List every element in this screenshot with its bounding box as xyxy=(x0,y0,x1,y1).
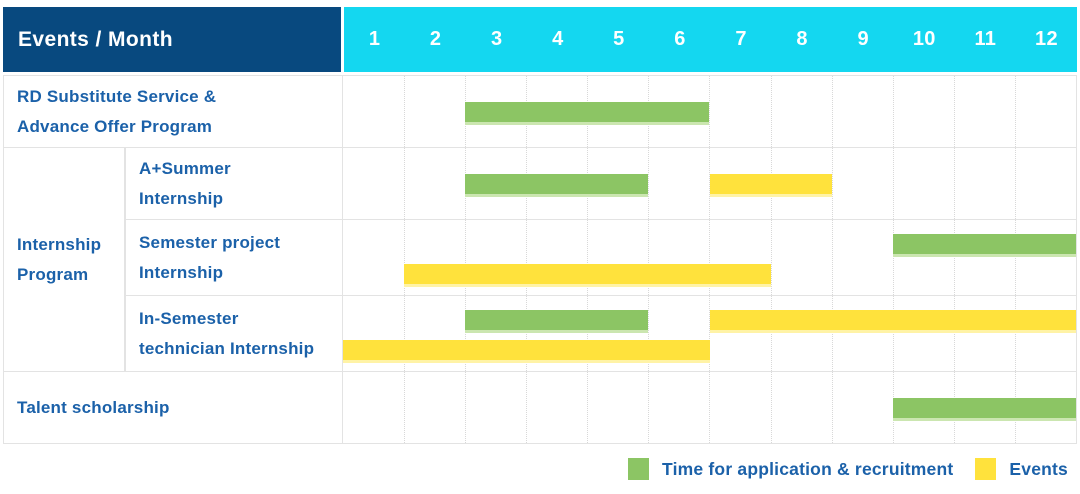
legend: Time for application & recruitment Events xyxy=(628,458,1068,480)
header-divider xyxy=(341,7,344,72)
month-header-cell: 11 xyxy=(974,28,997,50)
sub-row-label-line: A+Summer xyxy=(139,158,231,178)
month-gridline xyxy=(831,372,893,443)
chart-cell xyxy=(342,148,1076,220)
recruitment-bar xyxy=(892,233,1076,257)
month-gridline xyxy=(770,220,832,295)
month-gridline xyxy=(953,220,1015,295)
month-gridline xyxy=(953,76,1015,147)
month-gridline xyxy=(343,148,404,219)
month-gridline xyxy=(770,76,832,147)
month-gridline xyxy=(770,296,832,371)
month-header-cell: 12 xyxy=(1035,28,1058,50)
recruitment-bar xyxy=(892,397,1076,421)
month-gridline xyxy=(831,220,893,295)
month-gridline xyxy=(831,76,893,147)
sub-row-label-line: Internship xyxy=(139,262,224,282)
month-gridline xyxy=(1014,296,1076,371)
month-header-cell: 2 xyxy=(429,28,442,50)
legend-label: Time for application & recruitment xyxy=(662,458,954,479)
month-gridline xyxy=(892,148,954,219)
month-header-cell: 3 xyxy=(490,28,503,50)
event-bar xyxy=(709,173,832,197)
event-legend-swatch xyxy=(975,458,997,480)
month-gridline xyxy=(465,372,526,443)
month-gridline xyxy=(1014,148,1076,219)
month-gridline xyxy=(709,296,770,371)
month-gridline xyxy=(892,76,954,147)
gantt-body: RD Substitute Service & Advance Offer Pro… xyxy=(3,75,1077,444)
month-gridline xyxy=(648,372,709,443)
sub-row-label: In-Semester technician Internship xyxy=(125,296,342,372)
recruitment-bar xyxy=(465,101,710,125)
month-gridline xyxy=(404,148,465,219)
recruitment-bar xyxy=(465,309,649,333)
event-bar xyxy=(404,263,771,287)
month-gridline xyxy=(709,76,770,147)
row-label: RD Substitute Service & Advance Offer Pro… xyxy=(4,76,342,148)
month-header-cell: 9 xyxy=(857,28,869,50)
month-header-cell: 1 xyxy=(368,28,381,50)
group-label-line: Program xyxy=(17,264,89,284)
month-gridline xyxy=(343,372,404,443)
month-header-cell: 4 xyxy=(552,28,564,50)
month-header-cell: 10 xyxy=(912,28,936,50)
chart-cell xyxy=(342,76,1076,148)
chart-cell xyxy=(342,296,1076,372)
sub-row-label-line: technician Internship xyxy=(139,338,315,358)
group-label-line: Internship xyxy=(17,234,102,254)
sub-row-label-line: In-Semester xyxy=(139,308,239,328)
month-header-cell: 6 xyxy=(674,28,686,50)
month-gridline xyxy=(953,148,1015,219)
month-gridline xyxy=(831,296,893,371)
month-gridline xyxy=(343,76,404,147)
row-label-line: RD Substitute Service & xyxy=(17,86,217,106)
row-label-line: Talent scholarship xyxy=(17,397,170,417)
gantt-table: Events / Month 1 2 3 4 5 6 7 8 9 10 11 12 RD Substi… xyxy=(3,7,1077,444)
month-gridline xyxy=(709,372,770,443)
month-gridlines xyxy=(343,76,1076,147)
legend-item: Time for application & recruitment xyxy=(628,458,953,480)
event-bar xyxy=(343,339,710,363)
month-header-cell: 5 xyxy=(613,28,625,50)
month-gridline xyxy=(1014,220,1076,295)
month-header: 1 2 3 4 5 6 7 8 9 10 11 12 xyxy=(344,7,1077,72)
group-label: Internship Program xyxy=(4,148,125,372)
sub-row-label: A+Summer Internship xyxy=(125,148,342,220)
month-gridline xyxy=(770,372,832,443)
month-gridline xyxy=(526,372,587,443)
legend-item: Events xyxy=(975,458,1068,480)
month-gridline xyxy=(343,220,404,295)
row-label-line: Advance Offer Program xyxy=(17,116,213,136)
sub-row-label-line: Semester project xyxy=(139,232,281,252)
corner-header-label: Events / Month xyxy=(18,27,173,51)
month-gridline xyxy=(831,148,893,219)
month-gridline xyxy=(404,76,465,147)
month-header-cell: 7 xyxy=(735,28,747,50)
corner-header: Events / Month xyxy=(3,7,341,72)
month-header-cell: 8 xyxy=(796,28,808,50)
month-gridline xyxy=(404,372,465,443)
chart-cell xyxy=(342,372,1076,443)
sub-row-label-line: Internship xyxy=(139,188,224,208)
month-gridline xyxy=(892,220,954,295)
month-gridline xyxy=(953,296,1015,371)
month-gridline xyxy=(1014,76,1076,147)
month-gridline xyxy=(892,296,954,371)
recruitment-bar xyxy=(465,173,649,197)
row-label: Talent scholarship xyxy=(4,372,342,443)
recruitment-legend-swatch xyxy=(628,458,650,480)
legend-label: Events xyxy=(1009,458,1068,479)
header-row: Events / Month 1 2 3 4 5 6 7 8 9 10 11 12 xyxy=(3,7,1077,72)
chart-cell xyxy=(342,220,1076,296)
month-gridline xyxy=(587,372,648,443)
month-gridline xyxy=(648,148,709,219)
event-bar xyxy=(709,309,1076,333)
sub-row-label: Semester project Internship xyxy=(125,220,342,296)
